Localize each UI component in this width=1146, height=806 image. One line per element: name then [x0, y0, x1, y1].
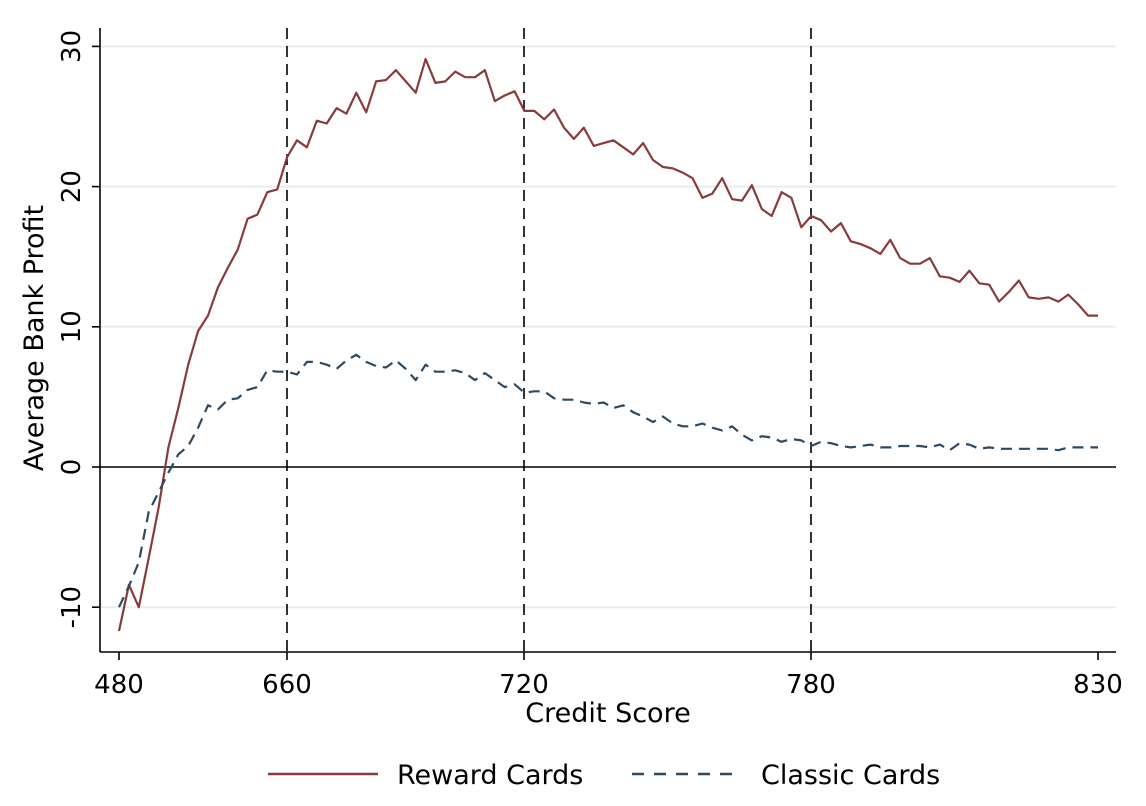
x-axis-label: Credit Score [525, 698, 690, 729]
series-line-reward-cards [117, 57, 1098, 632]
y-axis-label: Average Bank Profit [19, 205, 50, 471]
legend: Reward Cards Classic Cards [268, 760, 940, 791]
y-tick-label: -10 [57, 586, 87, 628]
x-tick-label: 660 [262, 670, 312, 700]
x-tick-label: 720 [499, 670, 549, 700]
series-line-classic-cards [118, 353, 1098, 608]
x-tick-label: 830 [1073, 670, 1123, 700]
y-tick-label: 20 [57, 170, 87, 203]
axes: -10 0 10 20 30 480 660 720 780 830 [57, 28, 1123, 700]
y-tick-label: 0 [57, 459, 87, 476]
legend-label-reward-cards: Reward Cards [397, 760, 583, 791]
grid-lines [101, 45, 1116, 609]
y-tick-label: 10 [57, 310, 87, 343]
reference-lines [100, 28, 1116, 652]
y-tick-label: 30 [57, 30, 87, 63]
series-lines [117, 57, 1098, 632]
x-tick-label: 480 [94, 670, 144, 700]
x-tick-label: 780 [786, 670, 836, 700]
legend-label-classic-cards: Classic Cards [761, 760, 940, 791]
